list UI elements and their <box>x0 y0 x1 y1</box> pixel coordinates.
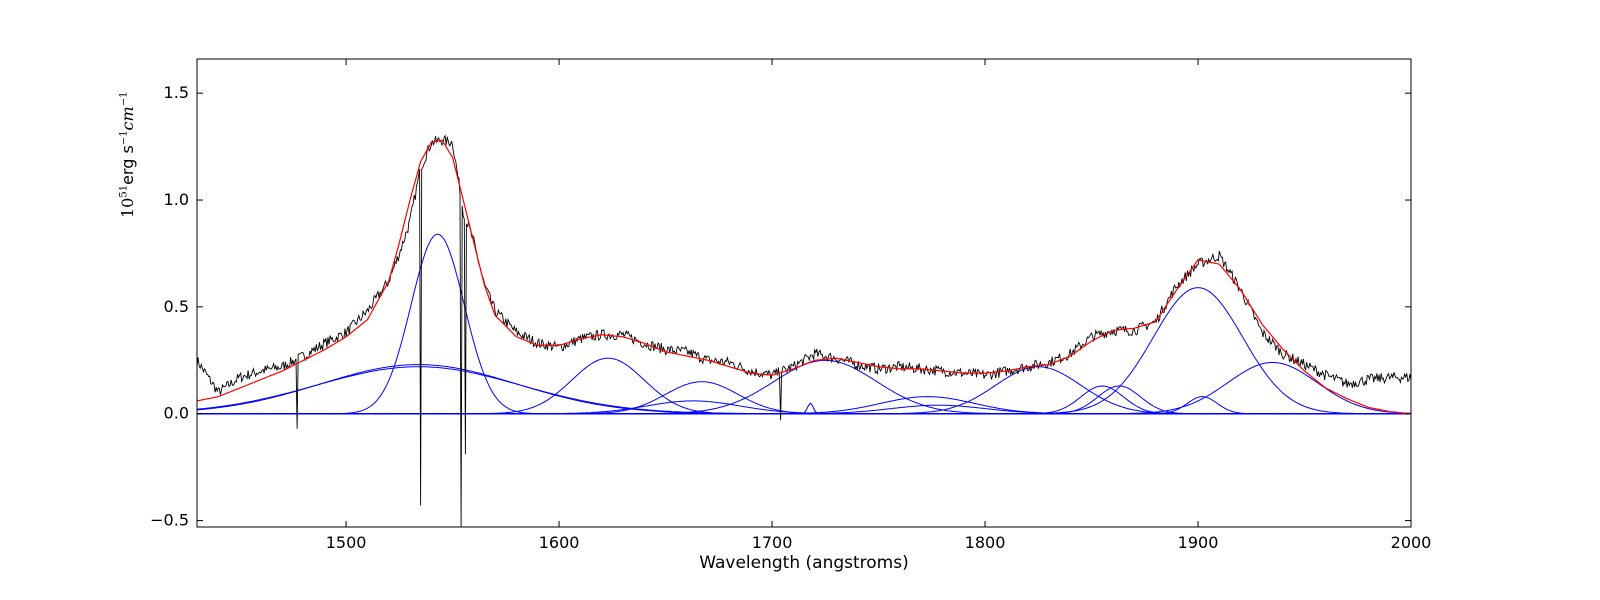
x-tick-label: 1600 <box>539 533 580 552</box>
component-line-8 <box>197 396 1411 415</box>
y-axis-title-exp: 51 <box>118 184 130 198</box>
component-line-0 <box>197 233 1411 415</box>
component-line-3 <box>197 357 1411 415</box>
component-line-14 <box>197 396 1411 415</box>
y-tick-label: 1.5 <box>164 83 189 102</box>
model-line <box>196 139 1412 415</box>
x-tick-label: 1900 <box>1178 533 1219 552</box>
y-axis-title-unit2: cm <box>118 106 137 131</box>
observed-spectrum <box>196 134 1412 528</box>
y-axis-title-exp3: −1 <box>118 91 130 107</box>
x-tick-label: 1500 <box>326 533 367 552</box>
y-tick-label: −0.5 <box>150 511 189 530</box>
y-axis-title: 1051 erg s−1 cm−1 <box>118 68 138 218</box>
y-axis-title-unit1: erg s <box>118 145 137 185</box>
y-tick-label: 1.0 <box>164 190 189 209</box>
x-axis-ticks: 1500 1600 1700 1800 1900 2000 <box>326 59 1432 552</box>
y-axis-title-exp2: −1 <box>118 130 130 146</box>
x-tick-label: 2000 <box>1391 533 1432 552</box>
y-axis-title-base: 10 <box>118 197 137 218</box>
component-line-11 <box>197 385 1411 415</box>
x-axis-title: Wavelength (angstroms) <box>699 553 908 573</box>
observed-line <box>196 134 1412 528</box>
component-line-5 <box>197 400 1411 415</box>
component-line-1 <box>196 364 1411 415</box>
component-line-12 <box>197 385 1411 415</box>
x-tick-label: 1700 <box>752 533 793 552</box>
y-axis-ticks: −0.5 0.0 0.5 1.0 1.5 <box>150 83 1411 530</box>
y-tick-label: 0.0 <box>164 404 189 423</box>
component-line-2 <box>196 366 1411 415</box>
y-tick-label: 0.5 <box>164 297 189 316</box>
component-line-13 <box>197 287 1411 415</box>
component-line-6 <box>197 402 1411 415</box>
component-line-10 <box>197 366 1411 415</box>
x-tick-label: 1800 <box>965 533 1006 552</box>
model-fit <box>196 139 1412 415</box>
gaussian-components <box>196 233 1412 415</box>
plot-frame <box>196 58 1412 528</box>
